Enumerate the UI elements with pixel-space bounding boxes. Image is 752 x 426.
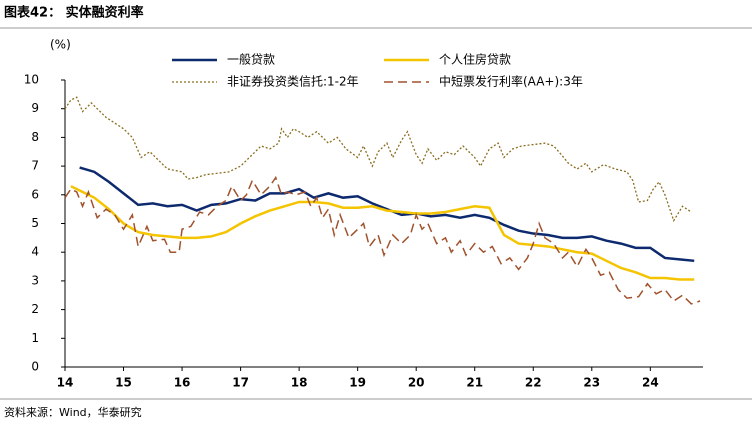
series-line [64,96,692,223]
x-tick-label: 24 [642,376,659,390]
series-line [64,175,701,305]
x-tick-label: 20 [408,376,425,390]
legend-label: 中短票发行利率(AA+):3年 [439,74,583,89]
x-tick-label: 21 [466,376,483,390]
y-tick-label: 7 [31,159,39,173]
legend-label: 个人住房贷款 [439,52,511,67]
source-note: 资料来源：Wind，华泰研究 [4,405,142,419]
legend-label: 非证券投资类信托:1-2年 [227,74,359,89]
y-axis-label: (%) [50,38,71,52]
y-tick-label: 10 [24,73,39,87]
x-tick-label: 18 [291,376,308,390]
y-tick-label: 2 [31,302,39,316]
y-tick-label: 3 [31,273,39,287]
y-tick-label: 5 [31,216,39,230]
series-line [70,185,695,281]
y-tick-label: 9 [31,101,39,115]
y-tick-label: 4 [31,245,39,259]
series-line [79,166,695,263]
y-tick-label: 1 [31,331,39,345]
chart-title: 图表42： 实体融资利率 [4,5,144,21]
y-tick-label: 8 [31,130,39,144]
x-tick-label: 22 [525,376,542,390]
y-tick-label: 0 [31,360,39,374]
x-tick-label: 23 [583,376,600,390]
x-tick-label: 15 [115,376,132,390]
y-tick-label: 6 [31,187,39,201]
x-tick-label: 14 [57,376,74,390]
x-tick-label: 19 [349,376,366,390]
legend-label: 一般贷款 [227,52,275,67]
x-tick-label: 17 [232,376,249,390]
x-tick-label: 16 [174,376,191,390]
